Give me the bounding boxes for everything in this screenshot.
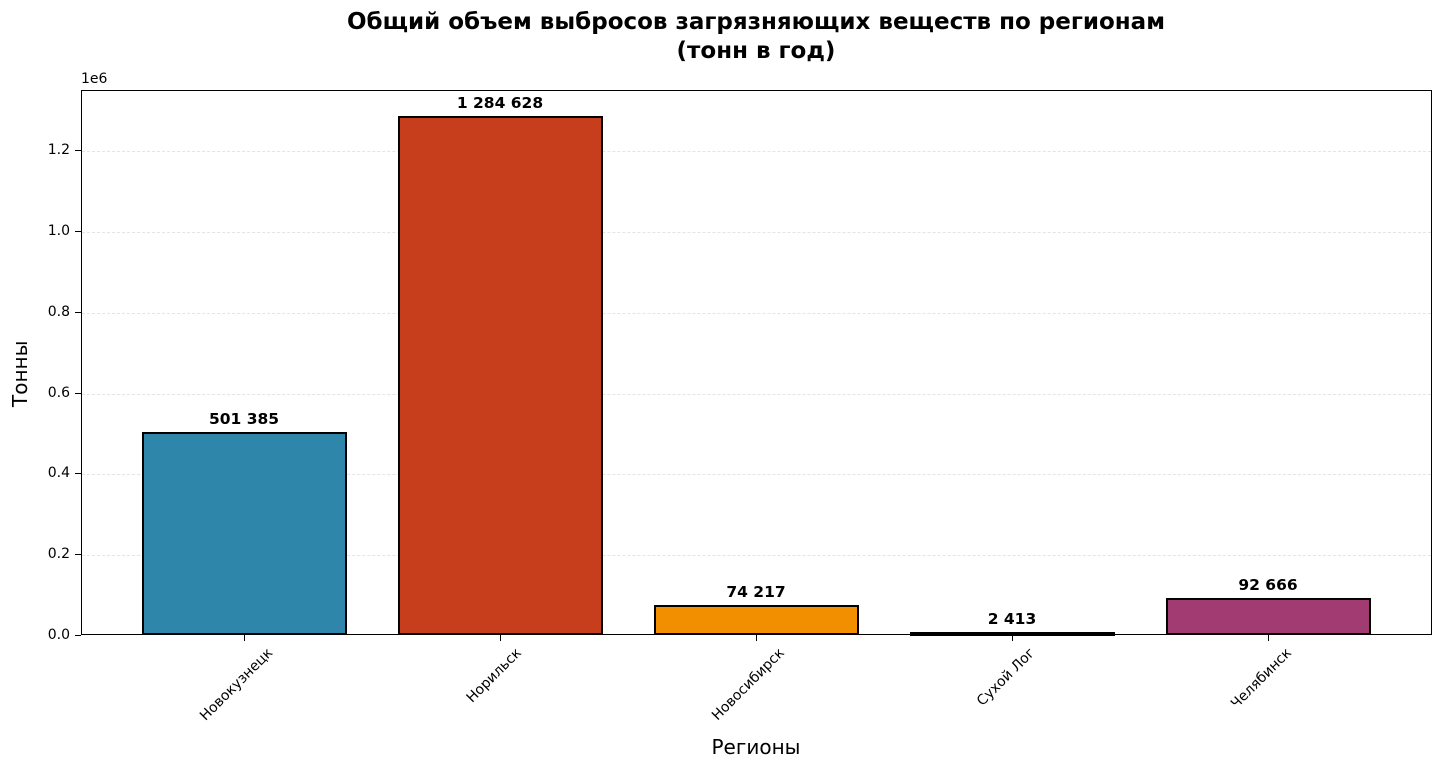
grid-line [82, 151, 1431, 153]
chart-title-line-1: Общий объем выбросов загрязняющих вещест… [346, 9, 1166, 35]
y-tick-mark [75, 230, 81, 232]
y-tick-label: 1.0 [47, 222, 70, 239]
y-tick-mark [75, 635, 81, 636]
y-tick-mark [75, 554, 81, 556]
x-tick-mark [244, 635, 245, 641]
chart-title: Общий объем выбросов загрязняющих вещест… [0, 8, 1444, 66]
grid-line [82, 555, 1431, 557]
y-tick-label: 0.2 [47, 546, 70, 563]
x-tick-mark [1012, 635, 1013, 641]
x-tick-label: Новокузнецк [196, 645, 277, 725]
bar-1 [397, 115, 603, 635]
x-tick-mark [500, 635, 501, 641]
bar-value-label: 501 385 [208, 410, 280, 429]
bar-value-label: 2 413 [987, 610, 1037, 628]
bar-4 [1165, 597, 1371, 635]
grid-line [82, 474, 1431, 476]
bar-value-label: 1 284 628 [456, 93, 544, 112]
x-tick-mark [756, 635, 757, 641]
bar-value-label: 74 217 [726, 583, 786, 601]
grid-line [82, 312, 1431, 314]
y-tick-label: 0.8 [47, 303, 70, 320]
grid-line [82, 231, 1431, 233]
y-tick-label: 0.4 [47, 465, 70, 482]
y-tick-mark [75, 473, 81, 475]
x-tick-label: Новосибирск [709, 645, 788, 724]
bar-value-label: 92 666 [1238, 575, 1298, 594]
y-tick-mark [75, 150, 81, 152]
y-tick-mark [75, 311, 81, 313]
bar-2 [653, 605, 859, 635]
bar-0 [141, 432, 347, 635]
x-tick-label: Челябинск [1228, 645, 1296, 712]
y-tick-mark [75, 392, 81, 394]
grid-line [82, 393, 1431, 395]
y-axis-label: Тонны [8, 340, 32, 407]
chart-title-line-2: (тонн в год) [676, 38, 836, 64]
x-tick-mark [1268, 635, 1269, 641]
x-axis-label: Регионы [711, 735, 801, 759]
y-tick-label: 1.2 [47, 142, 70, 159]
x-tick-label: Сухой Лог [973, 645, 1038, 710]
y-tick-label: 0.0 [47, 627, 70, 643]
x-tick-label: Норильск [463, 645, 525, 707]
y-offset-label: 1e6 [81, 71, 108, 87]
y-tick-label: 0.6 [47, 384, 70, 401]
